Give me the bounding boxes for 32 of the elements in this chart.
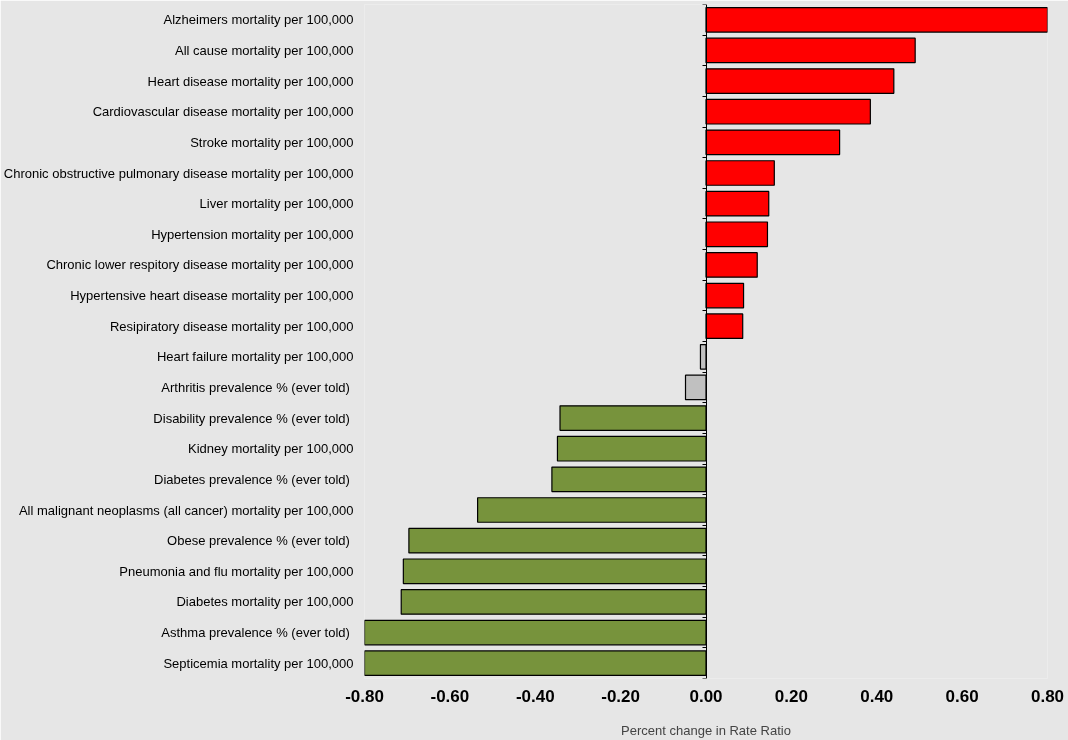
y-tick-label: Diabetes mortality per 100,000 xyxy=(176,594,354,610)
y-tick-label: Resipiratory disease mortality per 100,000 xyxy=(109,318,354,334)
y-tick-label: Heart disease mortality per 100,000 xyxy=(147,73,354,89)
x-tick-label: -0.40 xyxy=(515,686,555,706)
y-tick-label: Cardiovascular disease mortality per 100,000 xyxy=(92,104,354,120)
y-tick-label: Hypertension mortality per 100,000 xyxy=(151,226,354,242)
y-tick-label: Septicemia mortality per 100,000 xyxy=(163,655,354,671)
x-tick-label: 0.60 xyxy=(945,686,979,706)
y-tick-label: Hypertensive heart disease mortality per 100,000 xyxy=(70,288,354,304)
x-tick-label: 0.80 xyxy=(1030,686,1065,706)
y-tick-label: Arthritis prevalence % (ever told) xyxy=(161,379,350,395)
y-tick-label: Stroke mortality per 100,000 xyxy=(190,134,354,150)
x-axis-title: Percent change in Rate Ratio xyxy=(621,722,791,738)
x-tick-label: -0.20 xyxy=(601,686,640,706)
x-tick-label: 0.20 xyxy=(774,686,808,706)
y-tick-label: All cause mortality per 100,000 xyxy=(175,42,354,58)
y-tick-label: All malignant neoplasms (all cancer) mortality per 100,000 xyxy=(18,502,354,518)
x-tick-label: 0.00 xyxy=(689,686,723,706)
y-tick-label: Chronic obstructive pulmonary disease mortality per 100,000 xyxy=(3,165,354,181)
y-tick-label: Disability prevalence % (ever told) xyxy=(153,410,350,426)
y-tick-label: Diabetes prevalence % (ever told) xyxy=(154,471,350,487)
y-tick-label: Chronic lower respitory disease mortality per 100,000 xyxy=(46,257,354,273)
y-tick-label: Liver mortality per 100,000 xyxy=(199,196,354,212)
x-tick-label: 0.40 xyxy=(860,686,894,706)
x-tick-label: -0.60 xyxy=(430,686,470,706)
y-tick-label: Obese prevalence % (ever told) xyxy=(167,533,350,549)
y-tick-label: Kidney mortality per 100,000 xyxy=(188,441,354,457)
y-tick-label: Asthma prevalence % (ever told) xyxy=(161,625,350,641)
y-tick-label: Pneumonia and flu mortality per 100,000 xyxy=(119,563,354,579)
x-tick-label: -0.80 xyxy=(345,686,384,706)
y-tick-label: Alzheimers mortality per 100,000 xyxy=(163,12,354,28)
y-tick-label: Heart failure mortality per 100,000 xyxy=(156,349,354,365)
